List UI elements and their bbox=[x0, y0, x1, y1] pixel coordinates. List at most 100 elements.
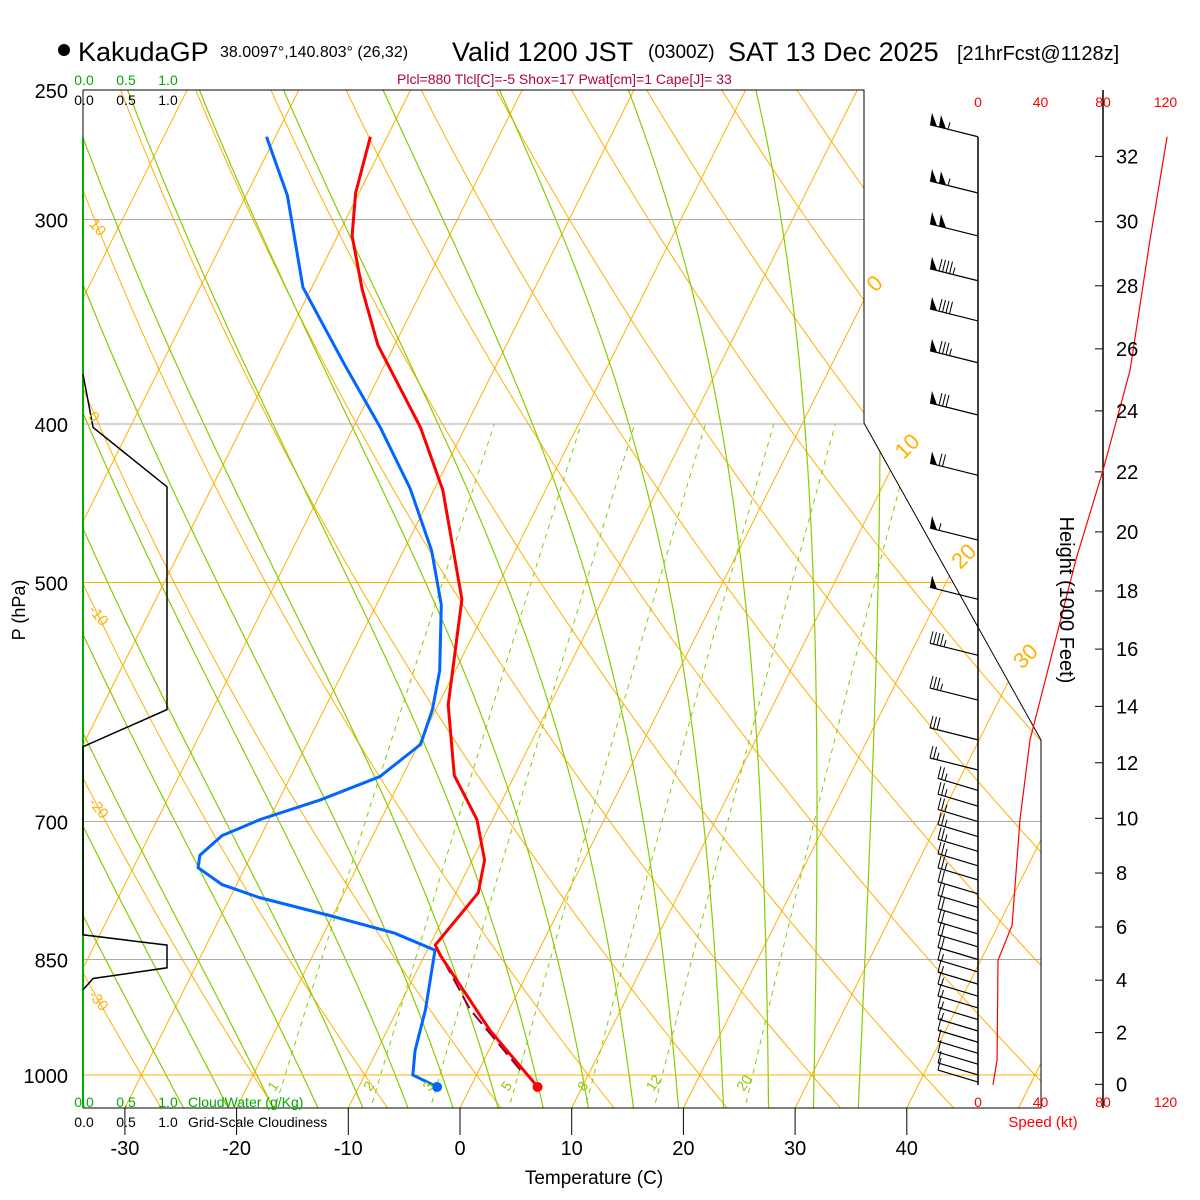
dry-adiabat-line bbox=[195, 90, 849, 1108]
wind-barb-half bbox=[941, 1001, 944, 1009]
wind-barb-full bbox=[937, 1050, 942, 1064]
wind-barb-full bbox=[929, 631, 934, 644]
wind-barb-full bbox=[942, 394, 946, 407]
x-tick-label: 10 bbox=[561, 1138, 583, 1160]
height-tick-label: 14 bbox=[1116, 696, 1138, 718]
isotherm-line bbox=[236, 90, 747, 1108]
dry-adiabat-label: -20 bbox=[85, 795, 112, 823]
moist-adiabat-line bbox=[622, 90, 770, 1108]
wind-barb-full bbox=[937, 827, 942, 840]
mixing-ratio-label: 1 bbox=[264, 1078, 282, 1094]
wind-barb-staff bbox=[937, 946, 979, 961]
wind-barb-full bbox=[933, 632, 937, 645]
wind-barb-full bbox=[937, 855, 942, 869]
wind-barb-full bbox=[942, 341, 946, 355]
wind-barb-staff bbox=[937, 1062, 979, 1076]
mixing-ratio-line bbox=[371, 423, 582, 1103]
mixing-ratio-line bbox=[431, 423, 636, 1103]
wind-barb-full bbox=[937, 1006, 942, 1020]
dry-adiabat-line bbox=[83, 90, 281, 1108]
isotherm-line bbox=[83, 90, 300, 1108]
wind-barb-full bbox=[941, 897, 945, 911]
height-tick-label: 24 bbox=[1116, 401, 1138, 423]
cloudiness-profile bbox=[82, 374, 168, 991]
cloudiness-legend: Grid-Scale Cloudiness bbox=[188, 1114, 327, 1130]
wind-barb-half bbox=[941, 1012, 944, 1021]
speed-tick-label-top: 80 bbox=[1095, 94, 1111, 110]
wind-barb-full bbox=[941, 783, 945, 796]
pressure-tick-label: 500 bbox=[35, 573, 68, 595]
wind-barb-full bbox=[933, 746, 937, 759]
wind-barb-staff bbox=[929, 308, 979, 322]
wind-barb-full bbox=[942, 299, 946, 313]
x-tick-label: 20 bbox=[672, 1138, 694, 1160]
wind-barb-flag bbox=[939, 114, 946, 129]
dry-adiabat-line bbox=[83, 90, 167, 1108]
wind-barb-flag bbox=[939, 171, 946, 185]
forecast-info: [21hrFcst@1128z] bbox=[957, 43, 1119, 65]
wind-barb-half bbox=[943, 639, 947, 647]
wind-barb-full bbox=[941, 923, 945, 937]
moist-adiabat-line bbox=[83, 90, 412, 1108]
isotherm-line bbox=[83, 90, 411, 1108]
wind-barb-full bbox=[941, 798, 945, 811]
wind-speed-profile bbox=[992, 136, 1168, 1085]
cloudwater-scale-label-top: 0.5 bbox=[116, 72, 136, 88]
cloudwater-scale-label-top: 0.0 bbox=[74, 72, 94, 88]
x-tick-label: -30 bbox=[110, 1138, 139, 1160]
height-tick-label: 12 bbox=[1116, 753, 1138, 775]
wind-barb-full bbox=[938, 340, 943, 354]
wind-barb-full bbox=[941, 767, 945, 780]
wind-barb-full bbox=[937, 922, 942, 935]
dry-adiabat-label: -30 bbox=[85, 987, 112, 1015]
wind-barb-full bbox=[938, 258, 943, 272]
wind-barb-full bbox=[941, 856, 945, 870]
wind-barb-staff bbox=[929, 687, 979, 701]
dry-adiabat-line bbox=[1097, 90, 1200, 1116]
wind-barb-full bbox=[937, 935, 942, 948]
wind-barb-staff bbox=[929, 462, 979, 476]
dry-adiabat-line bbox=[1173, 90, 1200, 1116]
wind-barb-flag bbox=[930, 451, 937, 466]
x-tick-label: -10 bbox=[334, 1138, 363, 1160]
dry-adiabat-line bbox=[120, 90, 735, 1108]
wind-barb-full bbox=[937, 869, 942, 882]
utc-time: (0300Z) bbox=[648, 42, 715, 63]
station-name: KakudaGP bbox=[78, 37, 209, 67]
wind-barb-staff bbox=[929, 402, 979, 416]
height-tick-label: 30 bbox=[1116, 212, 1138, 234]
pressure-tick-label: 850 bbox=[35, 950, 68, 972]
wind-barb-staff bbox=[937, 1040, 979, 1054]
speed-tick-label-top: 40 bbox=[1033, 94, 1049, 110]
wind-barb-full bbox=[937, 1018, 942, 1031]
cloudiness-scale-label-top: 0.0 bbox=[74, 92, 94, 108]
dry-adiabat-line bbox=[1021, 90, 1041, 1108]
wind-barb-full bbox=[937, 812, 942, 825]
wind-barb-half bbox=[944, 848, 948, 857]
wind-barb-staff bbox=[929, 727, 979, 741]
isotherm-line bbox=[347, 90, 858, 1108]
dry-adiabat-line bbox=[646, 90, 1041, 1108]
mixing-ratio-label: 5 bbox=[498, 1078, 516, 1094]
wind-barb-staff bbox=[937, 995, 979, 1009]
wind-barb-full bbox=[942, 259, 946, 273]
isotherm-line bbox=[794, 90, 1041, 1108]
wind-barb-staff bbox=[937, 971, 979, 985]
wind-barb-full bbox=[937, 972, 942, 985]
height-tick-label: 6 bbox=[1116, 917, 1127, 939]
wind-barb-staff bbox=[937, 959, 979, 973]
wind-barb-staff bbox=[937, 1051, 979, 1065]
wind-barb-staff bbox=[937, 983, 979, 997]
dry-adiabat-line bbox=[495, 90, 1041, 1108]
dry-adiabat-line bbox=[871, 90, 1041, 1108]
wind-barb-staff bbox=[929, 268, 979, 282]
wind-barb-staff bbox=[929, 124, 979, 138]
moist-adiabat-line bbox=[83, 90, 502, 1108]
wind-barb-full bbox=[940, 633, 944, 647]
wind-barb-full bbox=[936, 632, 941, 646]
wind-barb-full bbox=[937, 960, 942, 973]
wind-barb-flag bbox=[930, 256, 937, 271]
wind-barb-staff bbox=[929, 586, 979, 600]
isotherm-label: 20 bbox=[946, 539, 981, 574]
plot-border bbox=[83, 89, 1042, 1109]
